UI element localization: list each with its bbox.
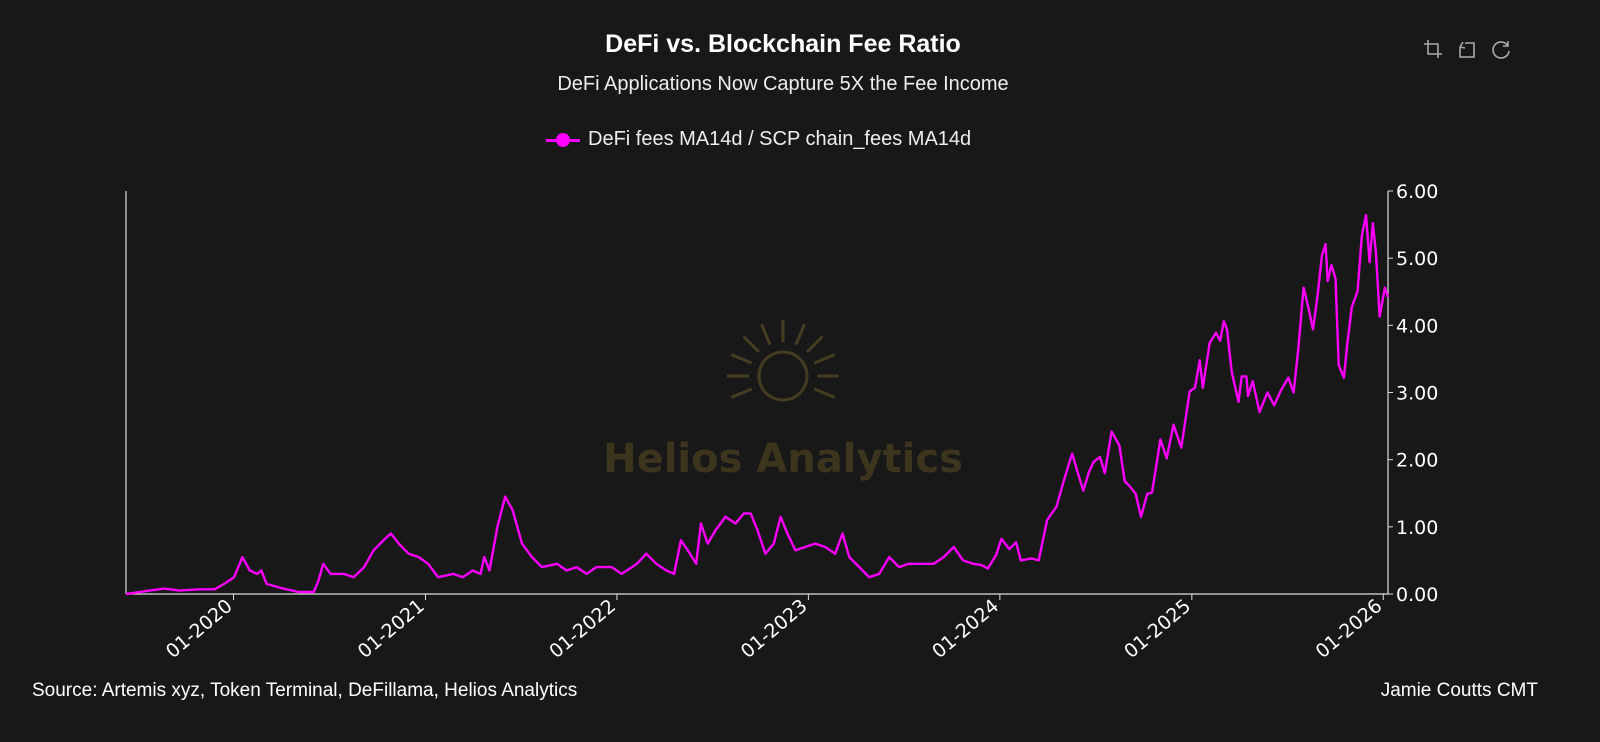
y-tick-label: 1.00 <box>1396 517 1438 539</box>
sun-circle <box>757 350 809 402</box>
watermark-text: Helios Analytics <box>603 436 963 482</box>
y-tick-label: 0.00 <box>1396 584 1438 606</box>
sun-ray <box>805 335 824 354</box>
sun-ray <box>760 323 772 346</box>
toolbox <box>1422 38 1512 60</box>
sun-logo-icon <box>727 320 839 402</box>
y-tick-label: 5.00 <box>1396 248 1438 270</box>
x-tick-label: 01-2023 <box>737 595 812 663</box>
series-line <box>125 214 1390 596</box>
x-tick-label: 01-2022 <box>545 595 620 663</box>
sun-ray <box>813 387 836 399</box>
author-credit: Jamie Coutts CMT <box>1380 680 1538 701</box>
source-note: Source: Artemis xyz, Token Terminal, DeF… <box>32 680 578 701</box>
x-tick-label: 01-2025 <box>1120 595 1195 663</box>
legend-item[interactable]: DeFi fees MA14d / SCP chain_fees MA14d <box>546 128 971 151</box>
sun-ray <box>813 353 836 365</box>
chart-subtitle: DeFi Applications Now Capture 5X the Fee… <box>557 73 1009 95</box>
y-tick-label: 6.00 <box>1396 181 1438 203</box>
x-tick-label: 01-2020 <box>162 595 237 663</box>
sun-ray <box>742 335 761 354</box>
undo-crop-icon[interactable] <box>1456 38 1478 60</box>
legend-label: DeFi fees MA14d / SCP chain_fees MA14d <box>588 128 972 150</box>
y-tick-label: 3.00 <box>1396 383 1438 405</box>
x-tick-label: 01-2024 <box>928 595 1003 663</box>
x-tick-label: 01-2021 <box>354 595 429 663</box>
crop-icon[interactable] <box>1422 38 1444 60</box>
sun-ray <box>730 353 753 365</box>
sun-ray <box>730 387 753 399</box>
watermark: Helios Analytics <box>603 320 963 482</box>
y-tick-label: 4.00 <box>1396 315 1438 337</box>
refresh-icon[interactable] <box>1490 38 1512 60</box>
sun-ray <box>794 323 806 346</box>
y-tick-label: 2.00 <box>1396 450 1438 472</box>
x-tick-label: 01-2026 <box>1312 595 1387 663</box>
legend-marker-icon <box>546 132 580 147</box>
chart-title: DeFi vs. Blockchain Fee Ratio <box>605 30 961 58</box>
